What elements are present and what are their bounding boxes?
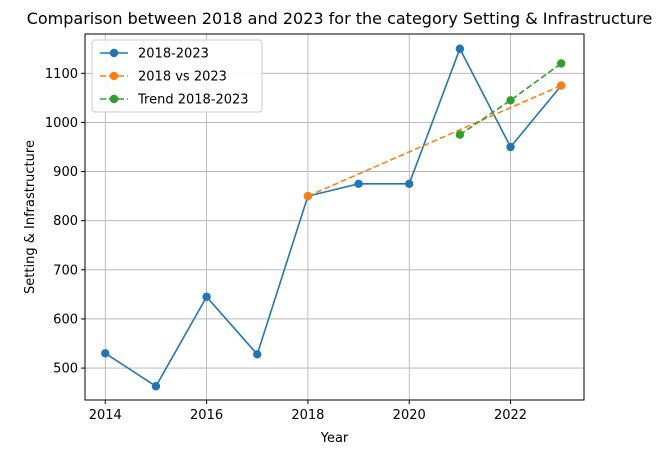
x-axis-label: Year <box>320 431 349 446</box>
data-point <box>557 59 566 68</box>
data-point <box>557 81 566 90</box>
y-tick-label: 800 <box>53 214 78 229</box>
chart-title: Comparison between 2018 and 2023 for the… <box>27 9 653 28</box>
legend-label: Trend 2018-2023 <box>137 93 249 108</box>
legend-marker <box>109 48 119 58</box>
data-point <box>354 179 363 189</box>
legend-label: 2018-2023 <box>138 47 209 62</box>
series-line <box>307 84 562 197</box>
y-tick-label: 500 <box>53 362 78 377</box>
data-point <box>303 191 313 201</box>
legend-marker <box>109 94 119 104</box>
x-tick-label: 2014 <box>89 408 122 423</box>
y-tick-label: 900 <box>53 165 78 180</box>
series-2 <box>455 59 566 139</box>
legend-label: 2018 vs 2023 <box>138 70 227 85</box>
plot-frame <box>84 33 585 401</box>
x-tick-label: 2022 <box>494 408 527 423</box>
data-point <box>455 130 465 139</box>
series-layer <box>101 44 566 391</box>
data-point <box>101 349 110 358</box>
ticks: 2014 2016 2018 2020 2022 500 600 700 800 900 1000 1… <box>45 67 527 423</box>
data-point <box>151 382 161 391</box>
legend-item: 2018-2023 <box>100 47 209 62</box>
legend-item: 2018 vs 2023 <box>100 70 227 85</box>
data-point <box>506 96 515 105</box>
legend-item: Trend 2018-2023 <box>100 93 249 108</box>
data-point <box>506 142 515 152</box>
data-point <box>253 350 262 359</box>
data-point <box>405 179 414 189</box>
legend-box <box>91 39 263 113</box>
y-tick-label: 1100 <box>45 67 78 82</box>
x-tick-label: 2016 <box>190 408 223 423</box>
data-point <box>202 292 211 302</box>
y-tick-label: 1000 <box>45 116 78 131</box>
data-point <box>455 44 465 53</box>
x-tick-label: 2018 <box>291 408 324 423</box>
series-1 <box>303 81 566 201</box>
y-axis-label: Setting & Infrastructure <box>23 140 38 294</box>
series-line <box>104 46 562 388</box>
series-line <box>459 62 562 136</box>
y-tick-label: 600 <box>53 312 78 327</box>
legend-marker <box>109 71 119 81</box>
y-tick-label: 700 <box>53 263 78 278</box>
legend: 2018-2023 2018 vs 2023 Trend 2018-2023 <box>91 39 263 113</box>
x-tick-label: 2020 <box>393 408 426 423</box>
